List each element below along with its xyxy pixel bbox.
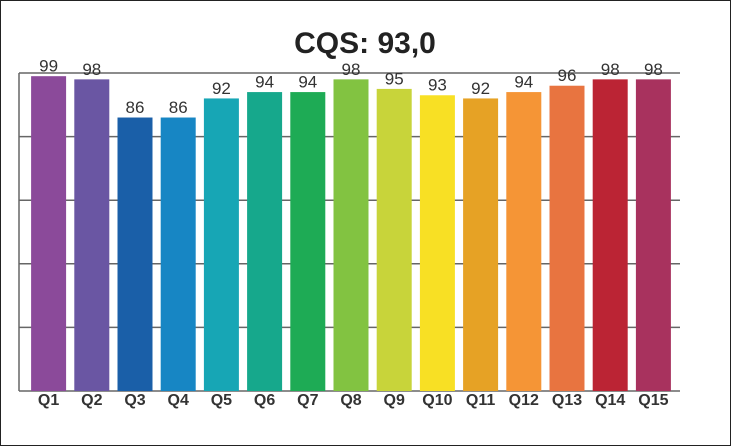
x-tick-label: Q11 <box>466 392 495 409</box>
bar <box>506 92 542 391</box>
x-tick-label: Q9 <box>384 392 405 409</box>
x-tick-label: Q6 <box>254 392 275 409</box>
x-tick-label: Q12 <box>509 392 539 409</box>
x-tick-label: Q3 <box>124 392 145 409</box>
x-tick-label: Q5 <box>211 392 232 409</box>
bar <box>247 92 283 391</box>
value-label: 92 <box>471 79 490 98</box>
value-label: 86 <box>169 98 188 117</box>
value-label: 94 <box>255 73 274 92</box>
value-label: 93 <box>428 76 447 95</box>
x-tick-label: Q13 <box>552 392 582 409</box>
x-tick-label: Q7 <box>297 392 318 409</box>
value-label: 98 <box>601 60 620 79</box>
value-label: 98 <box>644 60 663 79</box>
bar <box>376 88 412 392</box>
chart-title: CQS: 93,0 <box>294 27 436 60</box>
value-label: 96 <box>558 66 577 85</box>
bar <box>592 79 628 392</box>
bar <box>203 98 239 391</box>
value-label: 92 <box>212 79 231 98</box>
x-tick-label: Q10 <box>422 392 452 409</box>
bar <box>549 85 585 391</box>
value-label: 86 <box>126 98 145 117</box>
bar <box>74 79 110 392</box>
x-tick-label: Q15 <box>638 392 668 409</box>
x-tick-label: Q4 <box>168 392 189 409</box>
x-tick-label: Q2 <box>81 392 102 409</box>
value-label: 94 <box>298 73 317 92</box>
x-tick-label: Q1 <box>38 392 59 409</box>
bar <box>117 117 153 392</box>
bar <box>333 79 369 392</box>
bar <box>635 79 671 392</box>
value-label: 98 <box>342 60 361 79</box>
value-label: 98 <box>82 60 101 79</box>
value-label: 99 <box>39 57 58 76</box>
bar <box>160 117 196 392</box>
value-label: 95 <box>385 69 404 88</box>
value-label: 94 <box>514 73 533 92</box>
bar <box>290 92 326 391</box>
x-tick-label: Q14 <box>595 392 625 409</box>
bar <box>419 95 455 391</box>
bar <box>463 98 499 391</box>
bar <box>31 76 67 392</box>
x-tick-label: Q8 <box>340 392 361 409</box>
